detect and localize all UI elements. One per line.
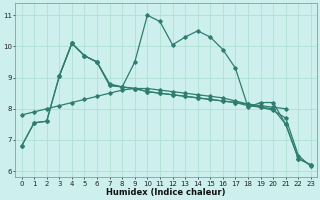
X-axis label: Humidex (Indice chaleur): Humidex (Indice chaleur) (107, 188, 226, 197)
